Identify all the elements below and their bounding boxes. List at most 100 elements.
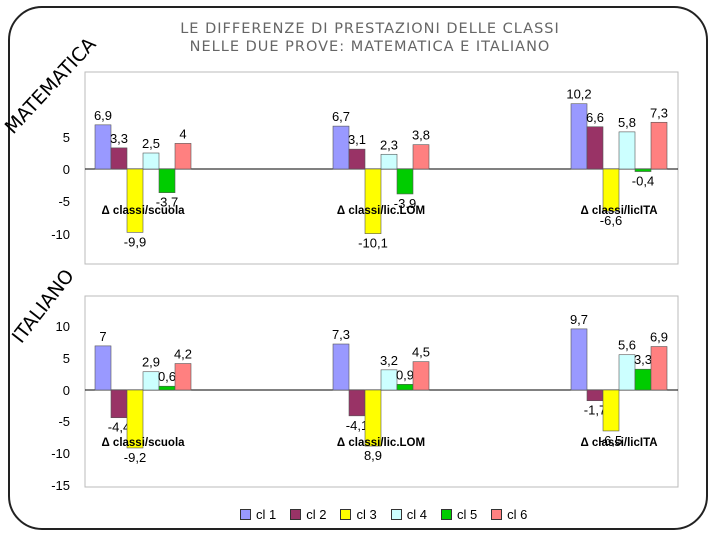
data-label: 2,5 bbox=[142, 136, 160, 151]
bar bbox=[142, 371, 160, 391]
bar bbox=[650, 121, 668, 170]
y-tick-label: -10 bbox=[51, 227, 70, 242]
data-label: 6,7 bbox=[332, 109, 350, 124]
plot-area bbox=[84, 71, 679, 265]
data-label: 2,9 bbox=[142, 355, 160, 370]
data-label: 7,3 bbox=[332, 327, 350, 342]
data-label: 9,7 bbox=[570, 312, 588, 327]
bar bbox=[618, 354, 636, 391]
section-label: MATEMATICA bbox=[1, 33, 101, 138]
legend-swatch-cl4 bbox=[390, 508, 402, 520]
data-label: 3,3 bbox=[110, 131, 128, 146]
bar bbox=[332, 343, 350, 391]
data-label: 0,9 bbox=[396, 367, 414, 382]
data-label: -3,9 bbox=[394, 196, 416, 211]
bar bbox=[586, 126, 604, 170]
y-tick-label: -5 bbox=[58, 414, 70, 429]
category-label: Δ classi/licITA bbox=[580, 205, 657, 217]
data-label: 8,9 bbox=[364, 448, 382, 463]
bar bbox=[634, 168, 652, 172]
bar bbox=[586, 389, 604, 402]
data-label: 7,3 bbox=[650, 105, 668, 120]
bar bbox=[348, 389, 366, 417]
bar bbox=[380, 369, 398, 391]
legend-item-cl2: cl 2 bbox=[290, 506, 326, 522]
bar bbox=[650, 346, 668, 391]
data-label: 2,3 bbox=[380, 137, 398, 152]
data-label: 3,8 bbox=[412, 128, 430, 143]
data-label: 6,9 bbox=[94, 108, 112, 123]
bar bbox=[174, 363, 192, 391]
y-tick-label: 0 bbox=[63, 162, 70, 177]
legend-swatch-cl1 bbox=[240, 508, 251, 520]
bar bbox=[396, 168, 414, 195]
legend-item-cl4: cl 4 bbox=[390, 506, 427, 522]
data-label: -4,1 bbox=[346, 418, 368, 433]
y-tick-label: -5 bbox=[58, 194, 70, 209]
data-label: 4 bbox=[179, 126, 186, 141]
legend-label-cl1: cl 1 bbox=[256, 506, 277, 522]
bar bbox=[380, 153, 398, 170]
y-tick-label: -15 bbox=[51, 478, 70, 493]
legend-item-cl6: cl 6 bbox=[491, 506, 527, 522]
category-label: Δ classi/lic.LOM bbox=[337, 205, 425, 217]
title-line-1: LE DIFFERENZE DI PRESTAZIONI DELLE CLASS… bbox=[180, 21, 560, 37]
bar bbox=[110, 147, 128, 170]
y-tick-label: 5 bbox=[63, 351, 70, 366]
data-label: 7 bbox=[99, 329, 106, 344]
bar bbox=[570, 328, 588, 391]
category-label: Δ classi/scuola bbox=[101, 205, 185, 217]
legend-item-cl3: cl 3 bbox=[340, 506, 377, 522]
bar bbox=[174, 143, 192, 170]
section-label: ITALIANO bbox=[8, 265, 79, 347]
bar bbox=[602, 168, 620, 212]
bar bbox=[142, 152, 160, 170]
bar bbox=[332, 125, 350, 170]
data-label: -10,1 bbox=[358, 236, 388, 251]
data-label: 4,2 bbox=[174, 347, 192, 362]
slide-title: LE DIFFERENZE DI PRESTAZIONI DELLE CLASS… bbox=[150, 20, 590, 56]
plot-area bbox=[84, 295, 679, 488]
legend-label-cl4: cl 4 bbox=[406, 506, 427, 522]
data-label: 6,6 bbox=[586, 110, 604, 125]
legend: cl 1 cl 2 cl 3 cl 4 cl 5 cl 6 bbox=[240, 506, 541, 522]
bar bbox=[348, 148, 366, 170]
data-label: 0,6 bbox=[158, 369, 176, 384]
bar bbox=[94, 124, 112, 170]
bar bbox=[158, 385, 176, 391]
legend-swatch-cl3 bbox=[340, 508, 352, 520]
category-label: Δ classi/scuola bbox=[101, 437, 185, 449]
data-label: 3,3 bbox=[634, 352, 652, 367]
legend-label-cl2: cl 2 bbox=[306, 506, 327, 522]
data-label: 4,5 bbox=[412, 345, 430, 360]
data-label: -9,2 bbox=[124, 450, 146, 465]
data-label: -6,6 bbox=[600, 213, 622, 228]
data-label: -1,7 bbox=[584, 403, 606, 418]
data-label: 10,2 bbox=[566, 87, 591, 102]
y-tick-label: 0 bbox=[63, 383, 70, 398]
bar bbox=[126, 168, 144, 233]
slide-frame bbox=[8, 6, 708, 530]
bar bbox=[634, 368, 652, 391]
data-label: 3,1 bbox=[348, 132, 366, 147]
legend-item-cl1: cl 1 bbox=[240, 506, 276, 522]
title-line-2: NELLE DUE PROVE: MATEMATICA E ITALIANO bbox=[189, 39, 551, 55]
chart-matematica: 5 0 -5 -10 6,9 6,7 10,2 3,3 3,1 6,6 -9,9 -10,1 -6,6 2… bbox=[1, 33, 679, 265]
y-tick-label: 5 bbox=[63, 130, 70, 145]
data-label: -4,4 bbox=[108, 420, 130, 435]
data-label: -3,7 bbox=[156, 195, 178, 210]
y-tick-label: 10 bbox=[56, 319, 70, 334]
legend-item-cl5: cl 5 bbox=[440, 506, 477, 522]
bar bbox=[602, 389, 620, 432]
data-label: 5,6 bbox=[618, 338, 636, 353]
bar bbox=[412, 361, 430, 391]
y-tick-label: -10 bbox=[51, 446, 70, 461]
category-label: Δ classi/lic.LOM bbox=[337, 437, 425, 449]
bar bbox=[396, 384, 414, 391]
data-label: 3,2 bbox=[380, 353, 398, 368]
bar bbox=[158, 168, 176, 193]
bar bbox=[126, 389, 144, 449]
bar bbox=[412, 144, 430, 170]
bar bbox=[570, 103, 588, 170]
